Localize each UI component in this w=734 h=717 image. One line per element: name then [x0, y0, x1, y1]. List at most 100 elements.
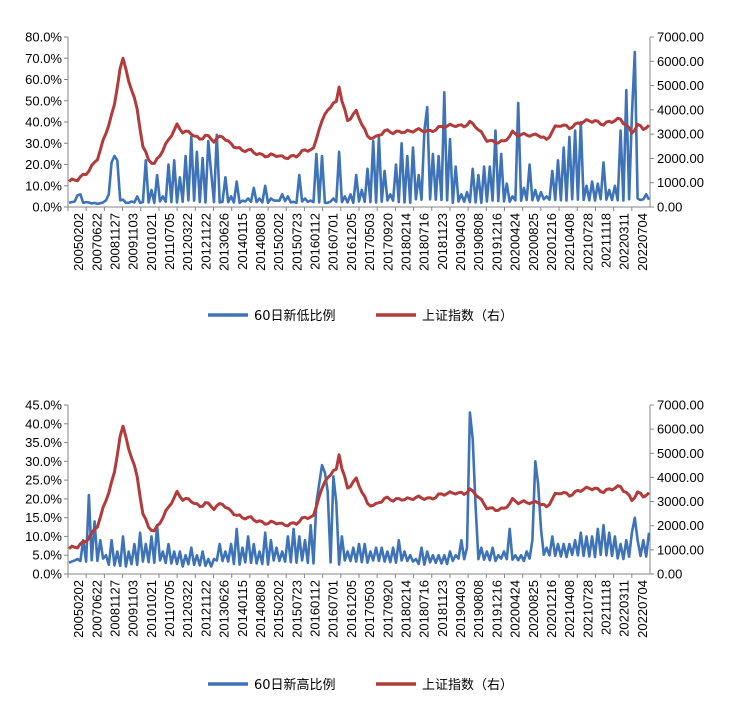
x-tick-label: 20140115: [235, 213, 250, 270]
x-tick-label: 20181123: [435, 213, 450, 270]
left-y-tick-label: 80.0%: [25, 30, 62, 45]
x-tick-label: 20201216: [544, 213, 559, 271]
left-y-tick-label: 10.0%: [25, 178, 62, 193]
x-tick-label: 20120322: [180, 213, 195, 271]
new-low-ratio-chart: 0.0% 10.0% 20.0% 30.0% 40.0% 50.0% 60.0% 70.0% 8…: [0, 0, 734, 350]
x-tick-label: 20050202: [71, 213, 86, 271]
right-y-tick-label: 2000.00: [657, 518, 704, 533]
x-tick-label: 20170503: [362, 213, 377, 271]
x-tick-label: 20180716: [417, 580, 432, 638]
x-tick-label: 20180716: [417, 213, 432, 271]
left-y-tick-label: 45.0%: [25, 398, 62, 413]
right-y-tick-label: 3000.00: [657, 494, 704, 509]
x-tick-label: 20161205: [344, 580, 359, 638]
x-tick-label: 20160112: [308, 580, 323, 637]
x-tick-label: 20220704: [635, 213, 650, 271]
x-tick-label: 20150723: [289, 580, 304, 638]
left-y-tick-label: 30.0%: [25, 454, 62, 469]
x-tick-label: 20220311: [617, 580, 632, 637]
x-tick-label: 20150202: [271, 213, 286, 271]
x-tick-label: 20140808: [253, 580, 268, 638]
x-tick-label: 20211118: [599, 213, 614, 268]
x-tick-label: 20110705: [162, 580, 177, 637]
left-y-tick-label: 35.0%: [25, 435, 62, 450]
x-tick-label: 20180214: [398, 580, 413, 638]
x-tick-label: 20160112: [308, 213, 323, 270]
ratio-series-line: [68, 411, 651, 568]
x-tick-label: 20110705: [162, 213, 177, 270]
x-tick-label: 20070622: [89, 213, 104, 271]
x-tick-label: 20170503: [362, 580, 377, 638]
x-tick-label: 20190808: [471, 580, 486, 638]
left-y-tick-label: 40.0%: [25, 115, 62, 130]
right-y-tick-label: 4000.00: [657, 470, 704, 485]
left-y-tick-label: 10.0%: [25, 529, 62, 544]
x-tick-label: 20200825: [526, 213, 541, 271]
new-low-ratio-chart-svg: 0.0% 10.0% 20.0% 30.0% 40.0% 50.0% 60.0% 70.0% 8…: [25, 30, 704, 325]
left-y-tick-label: 60.0%: [25, 72, 62, 87]
x-tick-label: 20070622: [89, 580, 104, 638]
sse-index-series-line: [68, 56, 651, 183]
right-y-tick-label: 1000.00: [657, 175, 704, 190]
x-tick-label: 20150202: [271, 580, 286, 638]
left-y-tick-label: 70.0%: [25, 51, 62, 66]
x-tick-label: 20161205: [344, 213, 359, 271]
x-tick-label: 20160701: [326, 213, 341, 271]
x-tick-label: 20170920: [380, 580, 395, 638]
legend-label: 60日新高比例: [254, 677, 336, 693]
right-y-tick-label: 0.00: [657, 567, 682, 582]
x-tick-label: 20201216: [544, 580, 559, 638]
x-tick-label: 20220311: [617, 213, 632, 270]
x-tick-label: 20150723: [289, 213, 304, 271]
right-y-tick-label: 1000.00: [657, 542, 704, 557]
right-y-tick-label: 3000.00: [657, 127, 704, 142]
right-y-tick-label: 5000.00: [657, 78, 704, 93]
right-y-tick-label: 6000.00: [657, 422, 704, 437]
right-y-tick-label: 7000.00: [657, 30, 704, 45]
right-y-tick-label: 6000.00: [657, 54, 704, 69]
x-tick-label: 20181123: [435, 580, 450, 637]
x-tick-label: 20210408: [562, 580, 577, 638]
left-y-tick-label: 40.0%: [25, 416, 62, 431]
x-tick-label: 20130626: [217, 213, 232, 271]
x-tick-label: 20191216: [489, 213, 504, 271]
x-tick-label: 20121122: [198, 580, 213, 637]
left-y-tick-label: 15.0%: [25, 510, 62, 525]
x-tick-label: 20091103: [126, 213, 141, 270]
x-tick-label: 20120322: [180, 580, 195, 638]
x-tick-label: 20211118: [599, 580, 614, 635]
x-tick-label: 20101021: [144, 213, 159, 271]
left-y-tick-label: 25.0%: [25, 473, 62, 488]
x-tick-label: 20121122: [198, 213, 213, 270]
x-tick-label: 20081127: [107, 580, 122, 637]
x-tick-label: 20191216: [489, 580, 504, 638]
left-y-tick-label: 50.0%: [25, 93, 62, 108]
x-tick-label: 20200424: [508, 580, 523, 638]
x-tick-label: 20091103: [126, 580, 141, 637]
right-y-tick-label: 7000.00: [657, 398, 704, 413]
x-tick-label: 20170920: [380, 213, 395, 271]
x-tick-label: 20210408: [562, 213, 577, 271]
legend-label: 上证指数（右）: [422, 678, 513, 693]
new-high-ratio-chart-svg: 0.0% 5.0% 10.0% 15.0% 20.0% 25.0% 30.0% 35.0% 40…: [25, 398, 704, 694]
x-tick-label: 20210728: [580, 580, 595, 638]
left-y-tick-label: 0.0%: [32, 200, 62, 215]
new-high-ratio-chart: 0.0% 5.0% 10.0% 15.0% 20.0% 25.0% 30.0% 35.0% 40…: [0, 365, 734, 717]
x-tick-label: 20220704: [635, 580, 650, 638]
left-y-tick-label: 30.0%: [25, 136, 62, 151]
x-tick-label: 20210728: [580, 213, 595, 271]
x-tick-label: 20130626: [217, 580, 232, 638]
left-y-tick-label: 0.0%: [32, 567, 62, 582]
x-tick-label: 20180214: [398, 213, 413, 271]
legend-label: 60日新低比例: [254, 308, 336, 324]
left-y-tick-label: 20.0%: [25, 491, 62, 506]
left-y-tick-label: 5.0%: [32, 548, 62, 563]
legend-label: 上证指数（右）: [422, 309, 513, 324]
x-tick-label: 20200424: [508, 213, 523, 271]
x-tick-label: 20160701: [326, 580, 341, 638]
ratio-series-line: [68, 50, 651, 206]
x-tick-label: 20050202: [71, 580, 86, 638]
x-tick-label: 20140808: [253, 213, 268, 271]
right-y-tick-label: 2000.00: [657, 151, 704, 166]
x-tick-label: 20190808: [471, 213, 486, 271]
